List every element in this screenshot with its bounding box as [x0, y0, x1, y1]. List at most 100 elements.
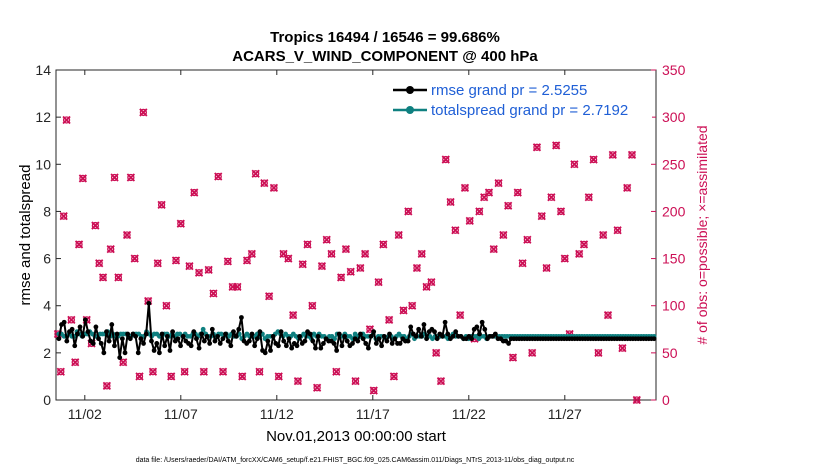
- obs-possible-marker: [347, 268, 355, 276]
- rmse-point: [397, 341, 403, 346]
- obs-count-point: [379, 240, 388, 249]
- obs-count-point: [95, 259, 104, 268]
- obs-possible-marker: [167, 372, 175, 381]
- rmse-point: [167, 348, 173, 353]
- rmse-point: [297, 333, 303, 339]
- rmse-point: [188, 343, 194, 349]
- obs-possible-marker: [475, 207, 484, 216]
- obs-assimilated-marker: [332, 367, 341, 376]
- obs-assimilated-marker: [126, 173, 136, 182]
- obs-count-point: [389, 372, 399, 381]
- obs-count-point: [499, 230, 508, 240]
- y-right-tick-label: 200: [662, 203, 686, 219]
- obs-count-point: [247, 249, 256, 258]
- y-right-axis-label: # of obs: o=possible; ×=assimilated: [694, 125, 710, 344]
- obs-assimilated-marker: [374, 278, 383, 287]
- rmse-point: [651, 336, 657, 342]
- obs-count-point: [613, 226, 622, 235]
- obs-count-point: [513, 188, 522, 197]
- rmse-point: [344, 338, 350, 344]
- obs-count-point: [547, 193, 556, 202]
- x-tick-label: 11/07: [164, 406, 198, 422]
- obs-assimilated-marker: [346, 267, 355, 276]
- obs-assimilated-marker: [623, 183, 632, 192]
- obs-count-point: [322, 235, 331, 244]
- obs-count-point: [518, 259, 527, 268]
- obs-assimilated-marker: [59, 212, 68, 221]
- rmse-point: [93, 324, 99, 330]
- obs-count-point: [91, 221, 100, 230]
- rmse-point: [445, 331, 451, 337]
- obs-assimilated-marker: [110, 173, 119, 182]
- rmse-point: [138, 336, 144, 342]
- rmse-point: [135, 350, 141, 356]
- obs-assimilated-marker: [153, 259, 162, 268]
- obs-possible-marker: [422, 283, 431, 291]
- rmse-point: [276, 343, 281, 349]
- obs-possible-marker: [594, 349, 603, 357]
- y-right-tick-label: 150: [662, 251, 686, 267]
- obs-assimilated-marker: [360, 249, 370, 258]
- obs-assimilated-marker: [408, 301, 417, 310]
- obs-possible-marker: [131, 254, 139, 263]
- obs-possible-marker: [323, 236, 331, 244]
- obs-assimilated-marker: [552, 141, 561, 150]
- obs-assimilated-marker: [460, 183, 470, 192]
- rmse-point: [204, 333, 210, 339]
- obs-assimilated-marker: [494, 179, 503, 188]
- obs-count-point: [194, 268, 204, 277]
- obs-count-point: [223, 257, 232, 266]
- obs-count-point: [556, 207, 566, 216]
- obs-assimilated-marker: [312, 383, 322, 392]
- obs-assimilated-marker: [95, 259, 104, 268]
- rmse-point: [170, 329, 176, 335]
- obs-count-point: [532, 143, 542, 152]
- obs-assimilated-marker: [293, 377, 303, 386]
- obs-assimilated-marker: [162, 301, 171, 310]
- obs-assimilated-marker: [417, 249, 426, 258]
- obs-assimilated-marker: [379, 240, 388, 249]
- y-tick-label: 0: [43, 392, 51, 408]
- rmse-point: [122, 350, 128, 356]
- obs-possible-marker: [494, 179, 503, 187]
- obs-possible-marker: [480, 193, 488, 201]
- obs-count-point: [171, 256, 181, 265]
- obs-count-point: [317, 261, 327, 271]
- rmse-point: [252, 343, 258, 349]
- obs-assimilated-marker: [218, 367, 228, 376]
- obs-possible-marker: [172, 256, 180, 265]
- obs-possible-marker: [575, 250, 583, 258]
- obs-count-point: [408, 301, 417, 310]
- rmse-point: [440, 333, 445, 339]
- rmse-point: [149, 338, 154, 344]
- obs-assimilated-marker: [194, 268, 204, 277]
- rmse-point: [220, 336, 226, 342]
- obs-possible-marker: [299, 260, 307, 268]
- obs-possible-marker: [79, 174, 87, 183]
- obs-possible-marker: [542, 264, 551, 272]
- obs-possible-marker: [509, 353, 517, 362]
- obs-possible-marker: [538, 212, 546, 220]
- obs-assimilated-marker: [62, 115, 71, 125]
- obs-count-point: [288, 311, 298, 320]
- obs-assimilated-marker: [122, 230, 132, 240]
- obs-count-point: [59, 212, 68, 221]
- obs-assimilated-marker: [322, 235, 331, 244]
- obs-possible-marker: [633, 396, 641, 404]
- rmse-point: [469, 336, 474, 342]
- obs-possible-marker: [289, 311, 297, 319]
- y-right-tick-label: 250: [662, 156, 686, 172]
- obs-count-point: [110, 173, 119, 182]
- rmse-point: [141, 341, 146, 346]
- obs-possible-marker: [95, 259, 103, 267]
- obs-assimilated-marker: [251, 169, 260, 178]
- obs-possible-marker: [224, 257, 232, 266]
- rmse-point: [194, 336, 199, 342]
- obs-possible-marker: [313, 384, 321, 392]
- rmse-point: [434, 336, 440, 342]
- rmse-point: [101, 350, 107, 356]
- y-right-tick-label: 350: [662, 62, 686, 78]
- obs-assimilated-marker: [56, 367, 65, 376]
- obs-count-point: [102, 381, 112, 390]
- obs-assimilated-marker: [336, 273, 346, 282]
